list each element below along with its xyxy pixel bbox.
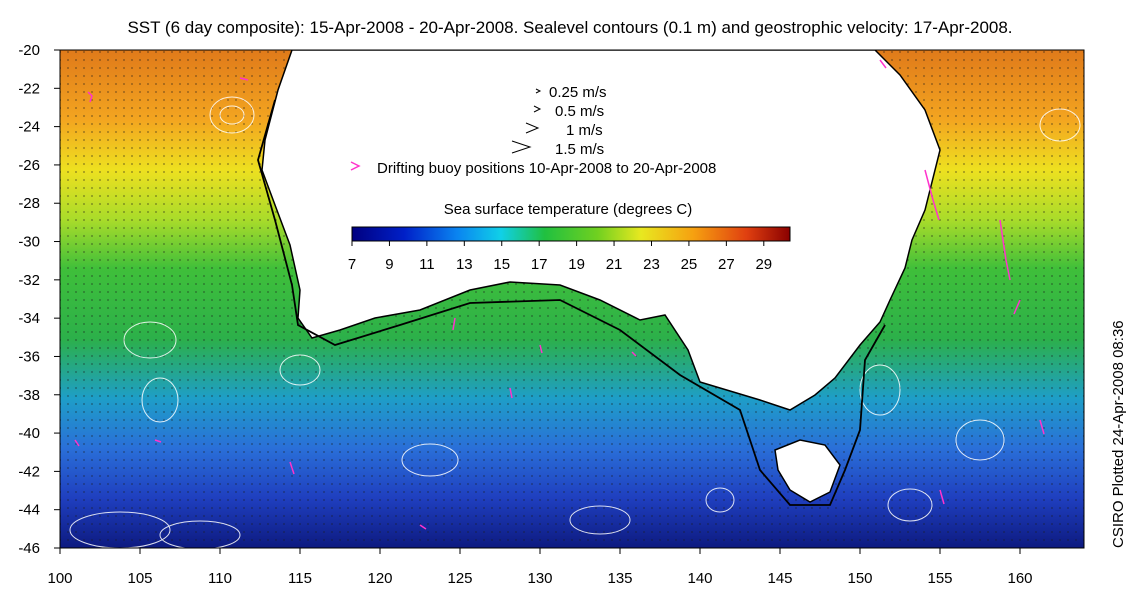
lat-tick-label: -34 <box>18 310 40 327</box>
buoy-legend-marker <box>350 161 361 171</box>
lat-tick-label: -30 <box>18 234 40 251</box>
lat-tick-label: -36 <box>18 348 40 365</box>
arrow-1 <box>525 122 540 134</box>
lon-tick-label: 105 <box>127 570 152 587</box>
colorbar-tick-label: 11 <box>419 256 435 273</box>
velocity-label-05: 0.5 m/s <box>555 103 604 120</box>
lat-tick-label: -44 <box>18 502 40 519</box>
credit-text: CSIRO Plotted 24-Apr-2008 08:36 <box>1110 320 1127 548</box>
colorbar-tick-label: 9 <box>385 256 393 273</box>
lon-tick-label: 110 <box>208 570 232 587</box>
lat-tick-label: -24 <box>18 119 40 136</box>
lon-tick-label: 140 <box>687 570 712 587</box>
lon-tick-label: 160 <box>1007 570 1032 587</box>
tasmania-land <box>774 439 841 503</box>
colorbar-tick-label: 21 <box>606 256 623 273</box>
buoy-legend-label: Drifting buoy positions 10-Apr-2008 to 2… <box>377 160 716 177</box>
map-title: SST (6 day composite): 15-Apr-2008 - 20-… <box>127 18 1013 37</box>
axis-ticks: 100 105 110 115 120 125 130 135 140 145 150 155 160 -… <box>18 42 1032 587</box>
lat-tick-label: -46 <box>18 540 40 557</box>
lat-tick-label: -26 <box>18 157 40 174</box>
colorbar-tick-label: 29 <box>755 256 772 273</box>
arrow-025 <box>535 88 542 94</box>
lon-tick-label: 130 <box>527 570 552 587</box>
colorbar-title: Sea surface temperature (degrees C) <box>444 201 692 218</box>
colorbar: Sea surface temperature (degrees C) 7 9 11… <box>348 201 791 273</box>
colorbar-tick-label: 17 <box>531 256 548 273</box>
lon-tick-label: 125 <box>447 570 472 587</box>
colorbar-tick-label: 27 <box>718 256 735 273</box>
colorbar-tick-label: 23 <box>643 256 660 273</box>
velocity-label-15: 1.5 m/s <box>555 141 604 158</box>
shelf-line <box>257 99 886 506</box>
velocity-label-1: 1 m/s <box>566 122 603 139</box>
arrow-05 <box>533 105 542 113</box>
colorbar-tick-label: 19 <box>568 256 585 273</box>
colorbar-tick-label: 25 <box>681 256 698 273</box>
lon-tick-label: 120 <box>367 570 392 587</box>
lat-tick-label: -20 <box>18 42 40 59</box>
colorbar-tick-label: 13 <box>456 256 473 273</box>
lon-tick-label: 115 <box>288 570 312 587</box>
plot-frame <box>59 49 1085 549</box>
lat-tick-label: -32 <box>18 272 40 289</box>
lat-tick-label: -40 <box>18 425 40 442</box>
lon-tick-label: 145 <box>767 570 792 587</box>
arrow-15 <box>511 140 532 154</box>
lon-tick-label: 135 <box>607 570 632 587</box>
colorbar-tick-label: 7 <box>348 256 356 273</box>
lon-tick-label: 155 <box>927 570 952 587</box>
sealevel-contours <box>69 96 1081 548</box>
colorbar-tick-label: 15 <box>493 256 510 273</box>
lon-tick-label: 100 <box>47 570 72 587</box>
lat-tick-label: -22 <box>18 80 40 97</box>
colorbar-ramp <box>351 226 791 242</box>
velocity-legend: 0.25 m/s 0.5 m/s 1 m/s 1.5 m/s Drifting … <box>350 84 716 177</box>
lat-tick-label: -28 <box>18 195 40 212</box>
lat-tick-label: -38 <box>18 387 40 404</box>
lon-tick-label: 150 <box>847 570 872 587</box>
buoy-tracks <box>74 59 1045 530</box>
velocity-label-025: 0.25 m/s <box>549 84 607 101</box>
lat-tick-label: -42 <box>18 463 40 480</box>
